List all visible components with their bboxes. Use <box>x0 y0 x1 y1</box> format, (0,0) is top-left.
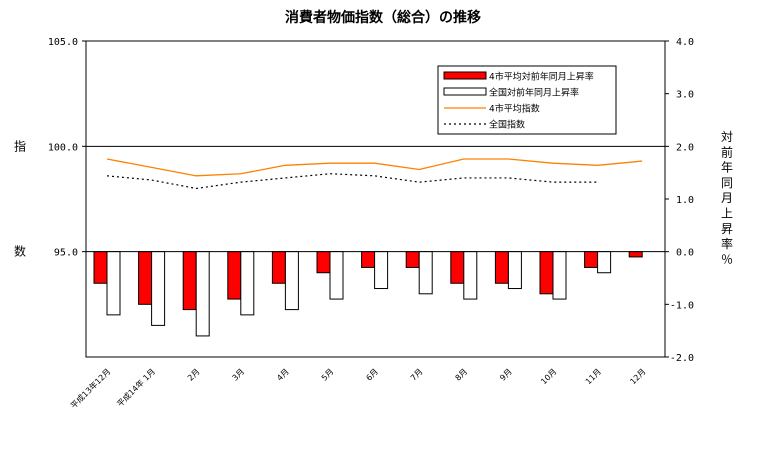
bar-national-rate <box>374 251 389 290</box>
line-4city-index <box>106 158 643 177</box>
category-label: 8月 <box>454 367 470 383</box>
right-axis-label-char: 対 <box>721 130 733 144</box>
legend-label: 4市平均指数 <box>489 103 540 115</box>
category-label: 12月 <box>628 367 647 386</box>
right-axis: 4.0 3.0 2.0 1.0 0.0 -1.0 -2.0 <box>665 37 694 364</box>
bar-national-rate <box>329 251 344 300</box>
category-label: 3月 <box>231 367 247 383</box>
category-label: 11月 <box>584 367 603 386</box>
bar-national-rate <box>151 251 166 326</box>
bar-national-rate <box>195 251 210 337</box>
bar-national-rate <box>284 251 299 311</box>
category-label: 平成14年 1月 <box>115 366 157 408</box>
bar-4city-rate <box>227 251 242 300</box>
right-tick-label: -2.0 <box>670 353 694 364</box>
bar-national-rate <box>240 251 255 316</box>
line-layer <box>106 158 643 190</box>
right-axis-label-char: 率 <box>721 236 733 251</box>
left-tick-label: 105.0 <box>48 37 78 48</box>
right-axis-label-char: 昇 <box>721 222 733 236</box>
right-axis-label-char: 年 <box>721 161 733 175</box>
bar-4city-rate <box>271 251 286 284</box>
category-label: 7月 <box>409 367 425 383</box>
right-axis-label-char: 前 <box>721 144 733 159</box>
legend-swatch <box>443 71 487 80</box>
bar-layer <box>93 251 643 337</box>
right-tick-label: 1.0 <box>676 195 694 206</box>
right-tick-label: 4.0 <box>676 37 694 48</box>
right-tick-label: -1.0 <box>670 300 694 311</box>
right-axis-label-char: 同 <box>721 176 733 190</box>
bar-national-rate <box>597 251 612 274</box>
legend-swatch <box>443 87 487 96</box>
left-axis-label: 指数 <box>14 138 26 258</box>
bar-4city-rate <box>182 251 197 311</box>
bar-4city-rate <box>93 251 108 284</box>
category-label: 平成13年12月 <box>68 366 112 410</box>
right-axis-label-char: 月 <box>721 191 733 205</box>
right-tick-label: 2.0 <box>676 142 694 153</box>
right-axis-label: 対前年同月上昇率％ <box>721 130 733 266</box>
bar-national-rate <box>106 251 121 316</box>
category-label: 4月 <box>275 367 291 383</box>
right-axis-label-char: 上 <box>721 207 733 221</box>
left-tick-label: 100.0 <box>48 142 78 153</box>
bar-national-rate <box>418 251 433 295</box>
bar-national-rate <box>552 251 567 300</box>
category-label: 10月 <box>539 367 558 386</box>
bar-national-rate <box>463 251 478 300</box>
bar-4city-rate <box>405 251 420 268</box>
bar-4city-rate <box>494 251 509 284</box>
bar-4city-rate <box>450 251 465 284</box>
category-label: 2月 <box>186 367 202 383</box>
legend-label: 4市平均対前年同月上昇率 <box>489 71 594 83</box>
right-axis-label-char: ％ <box>721 252 733 266</box>
bar-4city-rate <box>584 251 599 268</box>
bar-4city-rate <box>539 251 554 295</box>
right-tick-label: 0.0 <box>676 248 694 259</box>
left-tick-label: 95.0 <box>54 248 78 259</box>
bar-4city-rate <box>628 251 643 258</box>
left-axis: 105.0 100.0 95.0 <box>48 37 86 259</box>
legend-label: 全国指数 <box>489 119 525 131</box>
chart-title: 消費者物価指数（総合）の推移 <box>285 9 481 26</box>
category-label: 9月 <box>498 367 514 383</box>
bar-national-rate <box>507 251 522 290</box>
bar-4city-rate <box>138 251 153 305</box>
left-axis-label-char: 指 <box>14 138 26 153</box>
bar-4city-rate <box>361 251 376 268</box>
right-tick-label: 3.0 <box>676 90 694 101</box>
category-label: 5月 <box>320 367 336 383</box>
category-labels: 平成13年12月 平成14年 1月 2月 3月 4月 5月 6月 7月 8月 9月 10月 11月 12… <box>68 366 647 410</box>
bar-4city-rate <box>316 251 331 274</box>
category-label: 6月 <box>364 367 380 383</box>
line-national-index <box>106 173 598 190</box>
left-axis-label-char: 数 <box>14 244 26 259</box>
legend-label: 全国対前年同月上昇率 <box>489 87 579 99</box>
